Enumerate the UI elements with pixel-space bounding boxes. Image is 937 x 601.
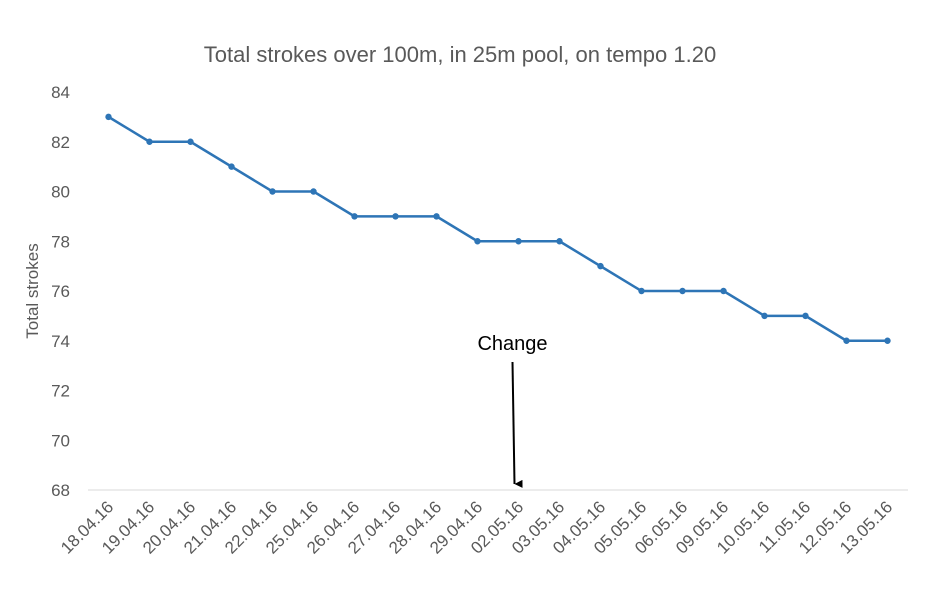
- y-axis-ticks: 68 70 72 74 76 78 80 82 84: [51, 83, 70, 500]
- data-point: [638, 287, 645, 295]
- y-tick-label: 68: [51, 481, 70, 500]
- data-point: [228, 163, 235, 170]
- data-point: [474, 238, 481, 245]
- data-point: [269, 188, 276, 195]
- data-point: [392, 213, 399, 220]
- data-point: [679, 287, 686, 295]
- data-point: [884, 337, 891, 344]
- y-tick-label: 76: [51, 282, 70, 301]
- y-tick-label: 84: [51, 83, 70, 102]
- data-point: [597, 262, 604, 270]
- y-tick-label: 74: [51, 332, 70, 351]
- data-point: [351, 213, 358, 220]
- data-point: [761, 312, 768, 320]
- chart-title: Total strokes over 100m, in 25m pool, on…: [204, 42, 716, 67]
- series-layer: [105, 113, 891, 344]
- y-tick-label: 70: [51, 431, 70, 450]
- data-point: [515, 238, 522, 245]
- data-point: [433, 213, 440, 220]
- data-point: [310, 188, 317, 195]
- annotation-arrow: [511, 361, 523, 488]
- data-point: [556, 238, 563, 245]
- series-line: [107, 115, 888, 342]
- data-point: [720, 287, 727, 295]
- y-axis-label: Total strokes: [23, 243, 42, 338]
- data-point: [187, 138, 194, 145]
- y-tick-label: 80: [51, 183, 70, 202]
- annotation-layer: Change: [477, 333, 548, 488]
- data-point: [843, 337, 850, 344]
- data-point: [146, 138, 153, 145]
- x-axis-ticks: 18.04.1619.04.1620.04.1621.04.1622.04.16…: [57, 497, 896, 557]
- y-tick-label: 72: [51, 382, 70, 401]
- y-tick-label: 82: [51, 133, 70, 152]
- annotation-label: Change: [477, 333, 547, 355]
- data-point: [802, 312, 809, 320]
- data-point: [105, 113, 112, 121]
- y-tick-label: 78: [51, 232, 70, 251]
